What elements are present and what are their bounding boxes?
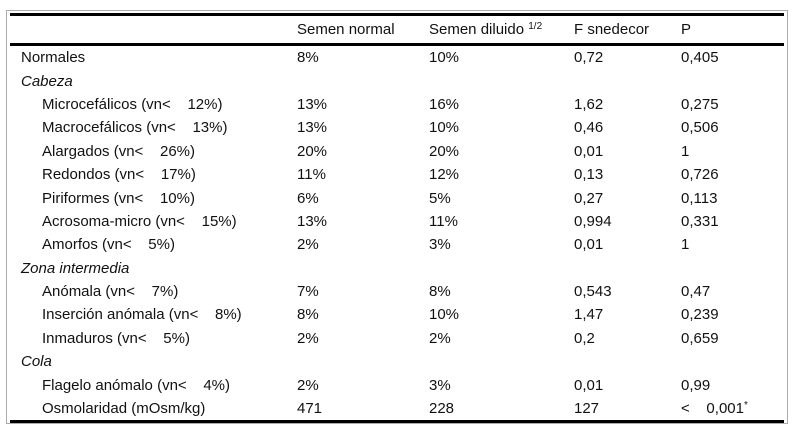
col-header-semen-diluido-text: Semen diluido <box>429 22 529 37</box>
cell-p: 1 <box>681 143 690 159</box>
table-row-osmolaridad: Osmolaridad (mOsm/kg) 471 228 127 < 0,00… <box>7 397 787 420</box>
cell-semen-diluido: 8% <box>429 284 451 300</box>
significance-asterisk: * <box>743 401 748 412</box>
row-label: Osmolaridad (mOsm/kg) <box>42 401 206 417</box>
table-row-inmaduros: Inmaduros (vn< 5%) 2% 2% 0,2 0,659 <box>7 327 787 350</box>
col-header-p: P <box>681 22 692 37</box>
col-header-semen-normal: Semen normal <box>297 22 395 37</box>
cell-p: 0,405 <box>681 50 719 66</box>
section-label: Cabeza <box>21 73 73 89</box>
cell-semen-normal: 13% <box>297 120 328 136</box>
cell-semen-normal: 20% <box>297 143 328 159</box>
cell-p: 0,659 <box>681 330 719 346</box>
cell-p: 0,47 <box>681 284 711 300</box>
cell-f-snedecor: 0,01 <box>574 237 604 253</box>
row-label: Macrocefálicos (vn< 13%) <box>42 120 228 136</box>
cell-semen-diluido: 3% <box>429 237 451 253</box>
cell-semen-diluido: 16% <box>429 96 460 112</box>
row-label: Inserción anómala (vn< 8%) <box>42 307 242 323</box>
cell-p: 0,506 <box>681 120 719 136</box>
cell-p: 0,99 <box>681 377 711 393</box>
cell-semen-diluido: 11% <box>429 213 458 229</box>
cell-f-snedecor: 0,72 <box>574 50 604 66</box>
table-row-amorfos: Amorfos (vn< 5%) 2% 3% 0,01 1 <box>7 233 787 256</box>
cell-p: 0,331 <box>681 213 719 229</box>
cell-semen-diluido: 10% <box>429 120 460 136</box>
table-row-microcefalicos: Microcefálicos (vn< 12%) 13% 16% 1,62 0,… <box>7 93 787 116</box>
cell-semen-diluido: 10% <box>429 307 460 323</box>
cell-semen-normal: 7% <box>297 284 319 300</box>
cell-f-snedecor: 0,27 <box>574 190 604 206</box>
table-row-macrocefalicos: Macrocefálicos (vn< 13%) 13% 10% 0,46 0,… <box>7 116 787 139</box>
row-label: Acrosoma-micro (vn< 15%) <box>42 213 237 229</box>
cell-semen-normal: 6% <box>297 190 319 206</box>
cell-f-snedecor: 127 <box>574 401 600 417</box>
table-row-alargados: Alargados (vn< 26%) 20% 20% 0,01 1 <box>7 140 787 163</box>
cell-f-snedecor: 0,46 <box>574 120 604 136</box>
table-row-normales: Normales 8% 10% 0,72 0,405 <box>7 46 787 69</box>
col-header-f-snedecor: F snedecor <box>574 22 650 37</box>
cell-f-snedecor: 0,13 <box>574 167 604 183</box>
cell-semen-normal: 8% <box>297 50 319 66</box>
cell-p: 0,726 <box>681 167 719 183</box>
row-label: Microcefálicos (vn< 12%) <box>42 96 223 112</box>
cell-semen-diluido: 5% <box>429 190 451 206</box>
cell-semen-normal: 11% <box>297 167 326 183</box>
cell-semen-normal: 2% <box>297 330 319 346</box>
table-header-row: Semen normal Semen diluido 1/2 F snedeco… <box>7 16 787 43</box>
table-bottom-rule <box>10 420 784 424</box>
cell-semen-diluido: 2% <box>429 330 451 346</box>
section-row-cabeza: Cabeza <box>7 69 787 92</box>
cell-p: 1 <box>681 237 690 253</box>
cell-f-snedecor: 0,01 <box>574 377 604 393</box>
row-label: Redondos (vn< 17%) <box>42 167 196 183</box>
cell-semen-diluido: 20% <box>429 143 460 159</box>
cell-f-snedecor: 1,47 <box>574 307 604 323</box>
row-label: Inmaduros (vn< 5%) <box>42 330 190 346</box>
section-row-cola: Cola <box>7 350 787 373</box>
row-label: Anómala (vn< 7%) <box>42 284 179 300</box>
cell-semen-normal: 471 <box>297 401 323 417</box>
cell-p-value: < 0,001 <box>681 401 744 417</box>
cell-semen-normal: 13% <box>297 96 328 112</box>
cell-f-snedecor: 0,994 <box>574 213 612 229</box>
cell-p: < 0,001* <box>675 401 787 416</box>
cell-semen-diluido: 3% <box>429 377 451 393</box>
cell-p: 0,275 <box>681 96 719 112</box>
cell-f-snedecor: 0,543 <box>574 284 612 300</box>
cell-semen-normal: 2% <box>297 377 319 393</box>
table-row-acrosoma-micro: Acrosoma-micro (vn< 15%) 13% 11% 0,994 0… <box>7 210 787 233</box>
table-top-rule <box>10 13 784 16</box>
table-frame: Semen normal Semen diluido 1/2 F snedeco… <box>6 10 788 425</box>
table-row-piriformes: Piriformes (vn< 10%) 6% 5% 0,27 0,113 <box>7 186 787 209</box>
cell-p: 0,113 <box>681 190 718 206</box>
section-label: Zona intermedia <box>21 260 130 276</box>
section-label: Cola <box>21 354 52 370</box>
col-header-semen-diluido: Semen diluido 1/2 <box>423 22 568 37</box>
table-row-redondos: Redondos (vn< 17%) 11% 12% 0,13 0,726 <box>7 163 787 186</box>
row-label: Piriformes (vn< 10%) <box>42 190 195 206</box>
section-row-zona-intermedia: Zona intermedia <box>7 257 787 280</box>
table-row-flagelo-anomalo: Flagelo anómalo (vn< 4%) 2% 3% 0,01 0,99 <box>7 373 787 396</box>
cell-f-snedecor: 1,62 <box>574 96 604 112</box>
cell-f-snedecor: 0,2 <box>574 330 595 346</box>
cell-semen-diluido: 228 <box>429 401 455 417</box>
cell-semen-normal: 13% <box>297 213 328 229</box>
cell-semen-diluido: 12% <box>429 167 460 183</box>
cell-semen-normal: 2% <box>297 237 319 253</box>
table-row-anomala: Anómala (vn< 7%) 7% 8% 0,543 0,47 <box>7 280 787 303</box>
cell-f-snedecor: 0,01 <box>574 143 604 159</box>
row-label: Alargados (vn< 26%) <box>42 143 195 159</box>
table-row-insercion-anomala: Inserción anómala (vn< 8%) 8% 10% 1,47 0… <box>7 303 787 326</box>
cell-semen-normal: 8% <box>297 307 319 323</box>
cell-semen-diluido: 10% <box>429 50 460 66</box>
cell-p: 0,239 <box>681 307 719 323</box>
row-label: Amorfos (vn< 5%) <box>42 237 175 253</box>
row-label: Normales <box>21 50 86 66</box>
header-divider-rule <box>10 43 784 46</box>
col-header-semen-diluido-superscript: 1/2 <box>528 22 543 32</box>
row-label: Flagelo anómalo (vn< 4%) <box>42 377 231 393</box>
